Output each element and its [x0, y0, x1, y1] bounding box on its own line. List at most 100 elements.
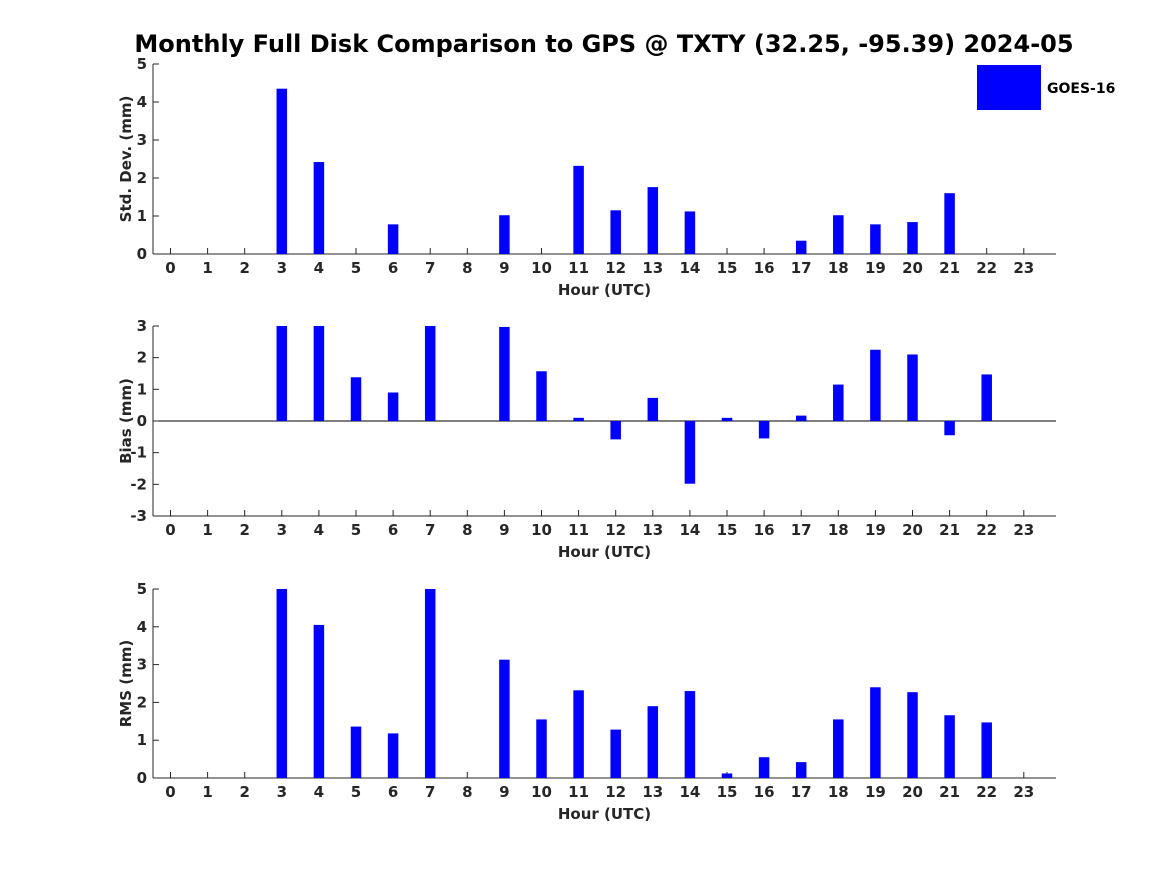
bar-hour-11: [573, 417, 584, 421]
bar-hour-18: [833, 719, 844, 778]
x-tick-label: 23: [1013, 259, 1034, 277]
bar-hour-11: [573, 690, 584, 778]
x-tick-label: 21: [939, 259, 960, 277]
bar-hour-7: [424, 326, 436, 421]
x-tick-label: 7: [425, 783, 435, 801]
x-tick-label: 4: [314, 783, 324, 801]
bar-hour-4: [313, 624, 325, 778]
bar-hour-6: [387, 733, 399, 778]
bar-hour-16: [758, 421, 770, 439]
x-tick-label: 13: [642, 521, 663, 539]
x-tick-label: 4: [314, 521, 324, 539]
y-axis-label: RMS (mm): [117, 640, 135, 727]
x-tick-label: 9: [499, 259, 509, 277]
bar-hour-18: [833, 215, 844, 254]
x-tick-label: 1: [202, 521, 212, 539]
x-tick-label: 10: [531, 783, 552, 801]
x-tick-label: 0: [165, 259, 175, 277]
bar-hour-15: [721, 417, 733, 421]
bar-hour-6: [387, 392, 399, 421]
legend: GOES-16: [977, 65, 1115, 110]
x-tick-label: 10: [531, 521, 552, 539]
y-tick-label: 0: [137, 412, 147, 430]
y-tick-label: 2: [137, 169, 147, 187]
x-tick-label: 20: [902, 783, 923, 801]
bar-hour-4: [313, 162, 325, 254]
x-tick-label: 15: [717, 521, 738, 539]
x-tick-label: 19: [865, 521, 886, 539]
y-tick-label: 5: [137, 55, 147, 73]
x-tick-label: 23: [1013, 521, 1034, 539]
y-tick-label: 1: [137, 380, 147, 398]
bar-hour-14: [684, 421, 696, 484]
x-tick-label: 16: [754, 259, 775, 277]
x-tick-label: 21: [939, 521, 960, 539]
x-tick-label: 12: [605, 783, 626, 801]
bar-hour-17: [795, 415, 807, 421]
bar-hour-20: [907, 692, 918, 778]
x-tick-label: 6: [388, 521, 398, 539]
x-tick-label: 19: [865, 259, 886, 277]
x-tick-label: 5: [351, 783, 361, 801]
x-tick-label: 17: [791, 521, 812, 539]
x-tick-label: 11: [568, 259, 589, 277]
bar-hour-6: [387, 224, 399, 254]
x-tick-label: 8: [462, 521, 472, 539]
x-tick-label: 3: [277, 259, 287, 277]
y-tick-label: -3: [130, 507, 147, 525]
bar-hour-12: [610, 729, 621, 778]
x-tick-label: 11: [568, 783, 589, 801]
x-tick-label: 22: [976, 259, 997, 277]
x-axis-label: Hour (UTC): [558, 805, 651, 823]
bar-hour-19: [870, 687, 881, 778]
bar-hour-13: [647, 187, 659, 254]
x-tick-label: 12: [605, 259, 626, 277]
y-tick-label: -2: [130, 475, 147, 493]
bar-hour-4: [313, 326, 325, 421]
bar-hour-10: [536, 371, 547, 421]
bar-hour-14: [684, 211, 696, 254]
bar-hour-17: [795, 240, 807, 254]
x-tick-label: 5: [351, 521, 361, 539]
y-tick-label: 3: [137, 317, 147, 335]
x-tick-label: 18: [828, 783, 849, 801]
x-tick-label: 7: [425, 259, 435, 277]
y-tick-label: 4: [137, 618, 147, 636]
x-tick-label: 11: [568, 521, 589, 539]
x-tick-label: 0: [165, 783, 175, 801]
x-tick-label: 18: [828, 259, 849, 277]
x-tick-label: 20: [902, 259, 923, 277]
x-tick-label: 23: [1013, 783, 1034, 801]
bar-hour-12: [610, 421, 621, 440]
x-tick-label: 6: [388, 783, 398, 801]
x-tick-label: 8: [462, 783, 472, 801]
bar-hour-14: [684, 691, 696, 778]
x-tick-label: 22: [976, 783, 997, 801]
chart-title: Monthly Full Disk Comparison to GPS @ TX…: [134, 30, 1073, 58]
bar-hour-9: [499, 326, 510, 421]
x-tick-label: 16: [754, 521, 775, 539]
y-tick-label: -1: [130, 444, 147, 462]
x-tick-label: 14: [679, 783, 700, 801]
x-tick-label: 22: [976, 521, 997, 539]
x-tick-label: 8: [462, 259, 472, 277]
y-tick-label: 1: [137, 207, 147, 225]
x-tick-label: 3: [277, 783, 287, 801]
bar-hour-19: [870, 224, 881, 254]
y-axis-label: Bias (mm): [117, 378, 135, 464]
x-tick-label: 9: [499, 521, 509, 539]
y-tick-label: 3: [137, 131, 147, 149]
bar-hour-13: [647, 706, 659, 778]
x-tick-label: 9: [499, 783, 509, 801]
bar-hour-9: [499, 215, 510, 254]
bar-hour-18: [833, 384, 844, 421]
x-tick-label: 18: [828, 521, 849, 539]
legend-swatch: [977, 65, 1041, 110]
x-tick-label: 13: [642, 783, 663, 801]
bar-hour-15: [721, 773, 733, 778]
bar-hour-22: [981, 374, 992, 421]
y-tick-label: 0: [137, 769, 147, 787]
y-tick-label: 0: [137, 245, 147, 263]
